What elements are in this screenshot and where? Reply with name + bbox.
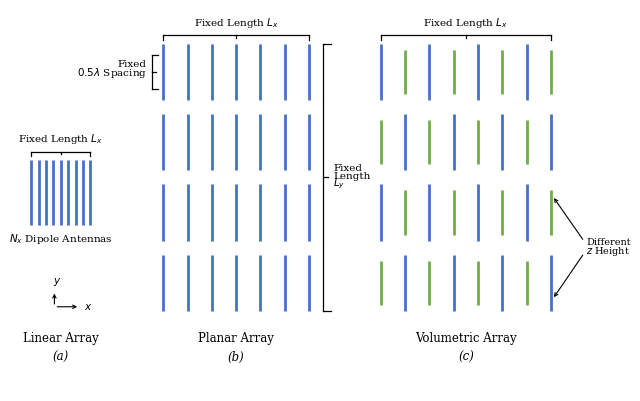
Text: Volumetric Array: Volumetric Array [415,332,516,345]
Text: $y$: $y$ [52,276,61,288]
Text: (a): (a) [52,351,69,364]
Text: Fixed Length $L_x$: Fixed Length $L_x$ [424,16,508,30]
Text: Fixed: Fixed [333,164,362,173]
Text: Different: Different [586,238,631,247]
Text: Fixed Length $L_x$: Fixed Length $L_x$ [19,132,103,146]
Text: Fixed: Fixed [118,61,147,69]
Text: $L_y$: $L_y$ [333,177,346,191]
Text: $x$: $x$ [84,302,93,312]
Text: Linear Array: Linear Array [23,332,99,345]
Text: $z$ Height: $z$ Height [586,245,630,258]
Text: $0.5\lambda$ Spacing: $0.5\lambda$ Spacing [77,67,147,80]
Text: Fixed Length $L_x$: Fixed Length $L_x$ [194,16,278,30]
Text: (c): (c) [458,351,474,364]
Text: Planar Array: Planar Array [198,332,274,345]
Text: $N_x$ Dipole Antennas: $N_x$ Dipole Antennas [9,232,113,246]
Text: Length: Length [333,172,371,181]
Text: (b): (b) [228,351,244,364]
